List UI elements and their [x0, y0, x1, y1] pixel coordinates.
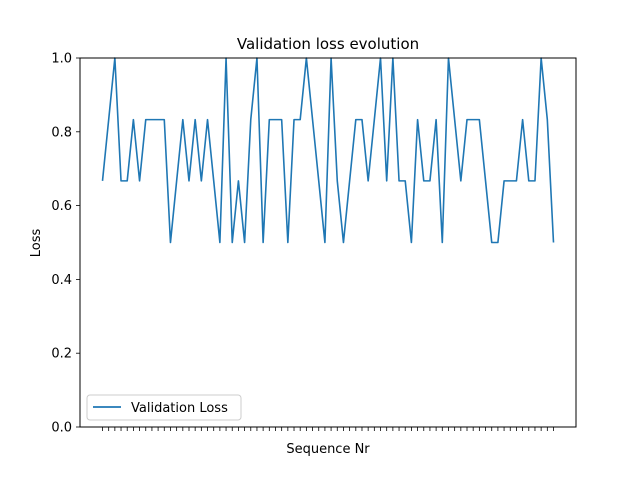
y-tick-label: 0.6	[51, 199, 72, 214]
y-axis-ticks: 0.0 0.2 0.4 0.6 0.8 1.0	[51, 52, 80, 436]
plot-area	[80, 58, 576, 427]
y-tick-label: 1.0	[51, 52, 72, 67]
legend-label: Validation Loss	[131, 401, 228, 416]
y-tick-label: 0.4	[51, 273, 72, 288]
legend-box	[86, 394, 242, 421]
chart-title: Validation loss evolution	[237, 35, 419, 53]
y-tick-label: 0.0	[51, 421, 72, 436]
series-layer	[101, 57, 555, 244]
y-tick-label: 0.8	[51, 125, 72, 140]
y-axis-label: Loss	[29, 229, 44, 258]
plot-frame	[79, 57, 577, 428]
series-line	[101, 57, 555, 244]
y-tick-label: 0.2	[51, 347, 72, 362]
legend: Validation Loss	[86, 394, 242, 421]
x-axis-ticks	[102, 427, 554, 431]
x-axis-label: Sequence Nr	[286, 442, 370, 457]
